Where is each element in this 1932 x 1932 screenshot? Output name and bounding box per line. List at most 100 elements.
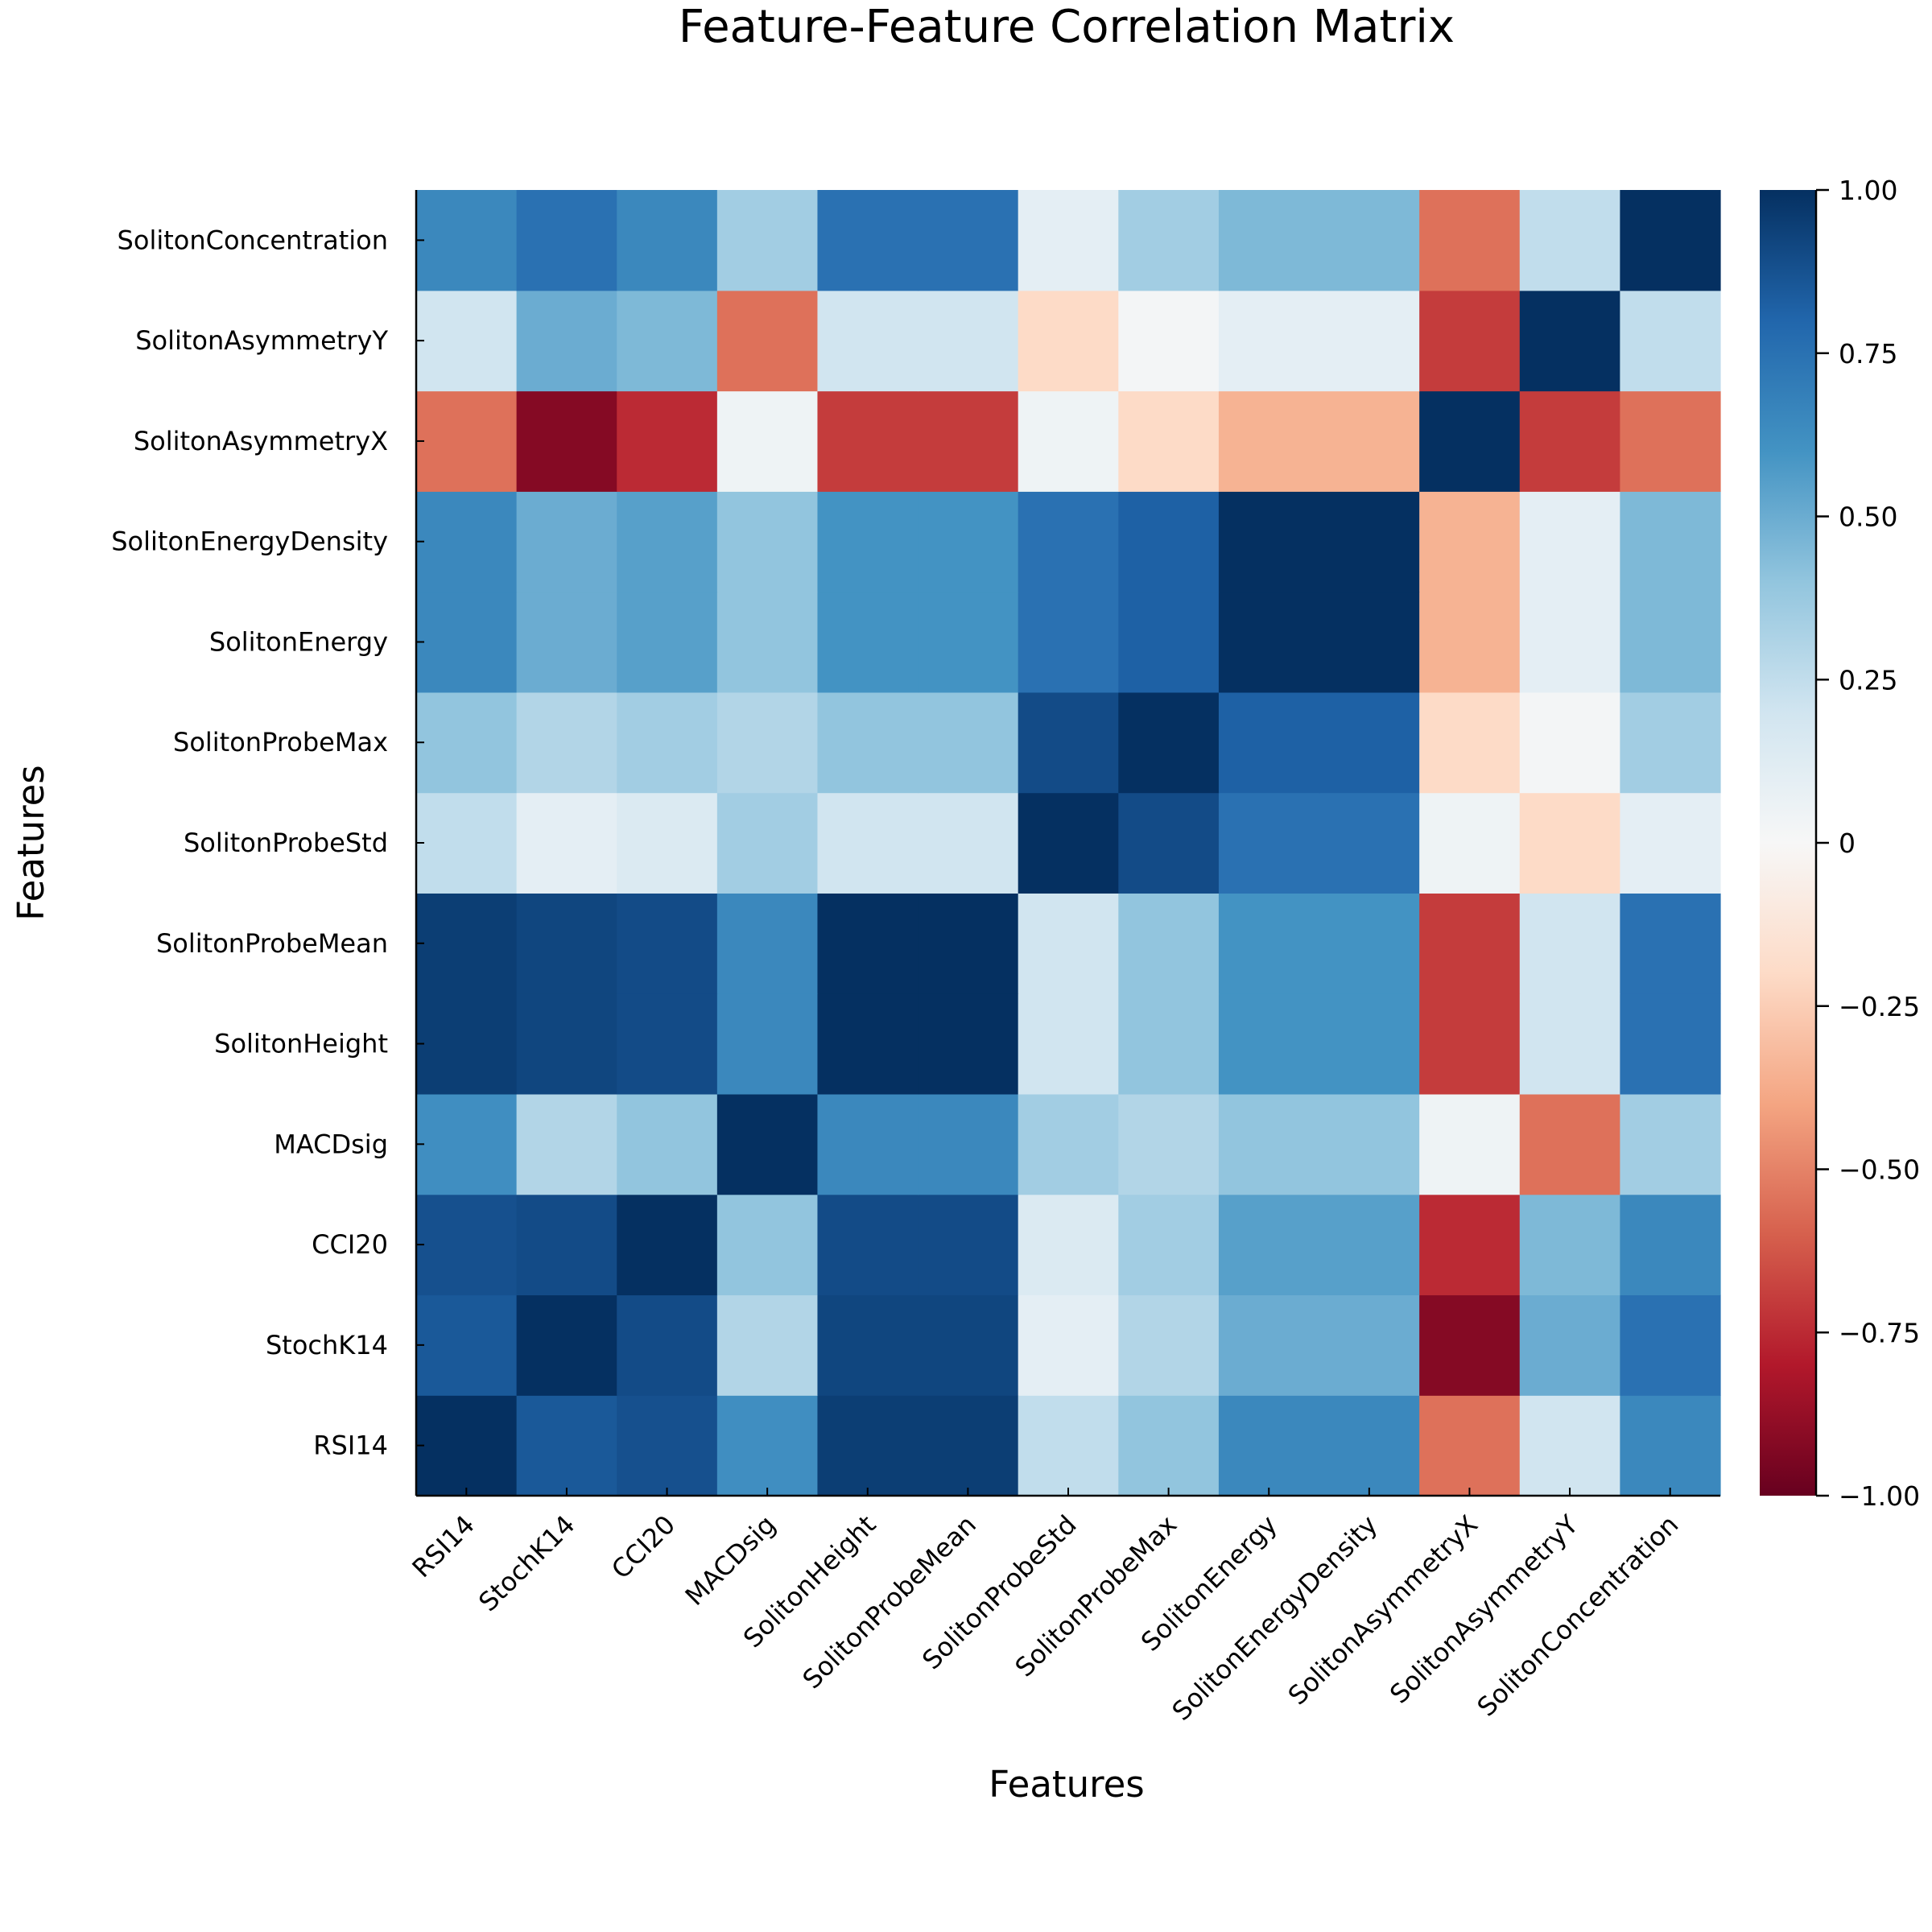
heatmap-cell-cci20-rsi14 xyxy=(416,1194,518,1296)
heatmap-cell-soliton-energy-stoch-k14 xyxy=(516,592,617,693)
heatmap-cell-soliton-asymmetry-y-rsi14 xyxy=(416,290,518,392)
heatmap-cell-cci20-soliton-probe-std xyxy=(1018,1194,1119,1296)
heatmap-cell-soliton-asymmetry-x-soliton-probe-max xyxy=(1118,390,1220,492)
heatmap-cell-soliton-probe-std-soliton-asymmetry-x xyxy=(1419,792,1521,894)
heatmap-cell-macdsig-macdsig xyxy=(716,1093,819,1195)
heatmap-cell-macdsig-soliton-probe-mean xyxy=(918,1093,1019,1195)
heatmap-cell-cci20-cci20 xyxy=(617,1194,718,1296)
heatmap-cell-stoch-k14-cci20 xyxy=(617,1294,718,1396)
heatmap-cell-soliton-concentration-cci20 xyxy=(617,190,718,291)
heatmap-cell-macdsig-rsi14 xyxy=(416,1093,518,1195)
heatmap-cell-rsi14-soliton-probe-max xyxy=(1118,1395,1220,1496)
heatmap-cell-macdsig-soliton-concentration xyxy=(1620,1093,1721,1195)
colorbar-tick-label: 0.50 xyxy=(1839,502,1897,533)
heatmap-cell-soliton-asymmetry-x-soliton-probe-mean xyxy=(918,390,1019,492)
heatmap-cell-soliton-probe-std-soliton-height xyxy=(817,792,919,894)
heatmap-cell-soliton-energy-soliton-probe-std xyxy=(1018,592,1119,693)
heatmap-cell-rsi14-macdsig xyxy=(716,1395,819,1496)
heatmap-cell-soliton-concentration-rsi14 xyxy=(416,190,518,291)
heatmap-cell-soliton-probe-std-soliton-concentration xyxy=(1620,792,1721,894)
heatmap-cell-soliton-probe-mean-soliton-energy-density xyxy=(1319,893,1420,994)
heatmap-cell-macdsig-soliton-energy xyxy=(1218,1093,1320,1195)
heatmap-cell-soliton-asymmetry-x-rsi14 xyxy=(416,390,518,492)
heatmap-cell-soliton-probe-mean-soliton-concentration xyxy=(1620,893,1721,994)
heatmap-cell-soliton-energy-density-soliton-probe-std xyxy=(1018,491,1119,592)
heatmap-cell-soliton-probe-max-soliton-asymmetry-y xyxy=(1519,691,1620,794)
heatmap-cell-cci20-soliton-concentration xyxy=(1620,1194,1721,1296)
heatmap-cell-stoch-k14-rsi14 xyxy=(416,1294,518,1396)
heatmap-cell-soliton-probe-mean-cci20 xyxy=(617,893,718,994)
heatmap-cell-stoch-k14-soliton-asymmetry-x xyxy=(1419,1294,1521,1396)
heatmap-cell-soliton-concentration-soliton-probe-max xyxy=(1118,190,1220,291)
heatmap-cell-cci20-soliton-probe-max xyxy=(1118,1194,1220,1296)
heatmap-cell-soliton-energy-density-rsi14 xyxy=(416,491,518,592)
heatmap-cell-soliton-energy-soliton-energy xyxy=(1218,592,1320,693)
heatmap-cell-rsi14-soliton-height xyxy=(817,1395,919,1496)
colorbar-gradient xyxy=(1760,190,1816,1496)
heatmap-cell-cci20-soliton-probe-mean xyxy=(918,1194,1019,1296)
heatmap-cell-soliton-asymmetry-y-soliton-probe-max xyxy=(1118,290,1220,392)
heatmap-cell-cci20-stoch-k14 xyxy=(516,1194,617,1296)
heatmap-cell-soliton-probe-std-soliton-probe-max xyxy=(1118,792,1220,894)
heatmap-cell-stoch-k14-soliton-probe-mean xyxy=(918,1294,1019,1396)
colorbar-tick-label: −0.75 xyxy=(1839,1317,1920,1348)
heatmap-cell-soliton-energy-soliton-asymmetry-y xyxy=(1519,592,1620,693)
heatmap-cell-soliton-probe-max-soliton-height xyxy=(817,691,919,794)
heatmap-cell-soliton-concentration-macdsig xyxy=(716,190,819,291)
heatmap-cell-soliton-asymmetry-x-soliton-height xyxy=(817,390,919,492)
heatmap-cell-soliton-height-soliton-asymmetry-x xyxy=(1419,993,1521,1095)
heatmap-cell-soliton-asymmetry-x-soliton-energy xyxy=(1218,390,1320,492)
heatmap-cell-rsi14-soliton-energy-density xyxy=(1319,1395,1420,1496)
heatmap-cell-soliton-asymmetry-x-soliton-asymmetry-x xyxy=(1419,390,1521,492)
heatmap-cell-soliton-asymmetry-y-soliton-probe-mean xyxy=(918,290,1019,392)
heatmap-cell-macdsig-soliton-asymmetry-y xyxy=(1519,1093,1620,1195)
heatmap-cell-stoch-k14-soliton-probe-max xyxy=(1118,1294,1220,1396)
heatmap-cell-soliton-probe-std-soliton-probe-mean xyxy=(918,792,1019,894)
heatmap-cell-soliton-height-cci20 xyxy=(617,993,718,1095)
x-tick-label: SolitonProbeMean xyxy=(797,1509,983,1695)
heatmap-cell-cci20-soliton-height xyxy=(817,1194,919,1296)
heatmap-cell-soliton-probe-max-soliton-probe-max xyxy=(1118,691,1220,794)
heatmap-cell-soliton-asymmetry-y-soliton-energy-density xyxy=(1319,290,1420,392)
heatmap-cell-soliton-probe-mean-macdsig xyxy=(716,893,819,994)
colorbar-tick-label: 0 xyxy=(1839,828,1856,859)
heatmap-cell-stoch-k14-soliton-energy xyxy=(1218,1294,1320,1396)
heatmap-cell-soliton-asymmetry-y-cci20 xyxy=(617,290,718,392)
y-tick-label: SolitonAsymmetryY xyxy=(135,325,388,356)
colorbar-tick-label: 0.25 xyxy=(1839,664,1897,696)
heatmap-cell-soliton-energy-rsi14 xyxy=(416,592,518,693)
heatmap-cell-soliton-height-soliton-energy xyxy=(1218,993,1320,1095)
heatmap-cell-soliton-probe-mean-soliton-probe-std xyxy=(1018,893,1119,994)
heatmap-cell-cci20-soliton-energy xyxy=(1218,1194,1320,1296)
heatmap-cell-soliton-probe-std-soliton-probe-std xyxy=(1018,792,1119,894)
heatmap-cell-soliton-probe-mean-rsi14 xyxy=(416,893,518,994)
heatmap-cell-soliton-probe-mean-soliton-probe-max xyxy=(1118,893,1220,994)
chart-title: Feature-Feature Correlation Matrix xyxy=(679,1,1455,53)
heatmap-cell-soliton-asymmetry-y-soliton-energy xyxy=(1218,290,1320,392)
heatmap-cell-soliton-asymmetry-x-soliton-probe-std xyxy=(1018,390,1119,492)
y-tick-label: SolitonConcentration xyxy=(118,225,388,255)
heatmap-cell-rsi14-stoch-k14 xyxy=(516,1395,617,1496)
colorbar-tick-label: −0.25 xyxy=(1839,991,1920,1022)
y-tick-label: SolitonProbeStd xyxy=(184,828,388,858)
heatmap-cell-soliton-concentration-soliton-asymmetry-y xyxy=(1519,190,1620,291)
heatmap-cell-soliton-asymmetry-y-soliton-probe-std xyxy=(1018,290,1119,392)
heatmap-cell-soliton-energy-cci20 xyxy=(617,592,718,693)
heatmap-cell-soliton-concentration-soliton-height xyxy=(817,190,919,291)
heatmap-cell-soliton-probe-max-stoch-k14 xyxy=(516,691,617,794)
heatmap-cell-soliton-energy-soliton-probe-max xyxy=(1118,592,1220,693)
heatmap-cell-rsi14-cci20 xyxy=(617,1395,718,1496)
heatmap-cell-macdsig-stoch-k14 xyxy=(516,1093,617,1195)
heatmap-cell-macdsig-cci20 xyxy=(617,1093,718,1195)
heatmap-cell-soliton-probe-std-stoch-k14 xyxy=(516,792,617,894)
heatmap-cell-soliton-energy-soliton-concentration xyxy=(1620,592,1721,693)
heatmap-cell-soliton-energy-soliton-height xyxy=(817,592,919,693)
heatmap-cell-soliton-probe-std-macdsig xyxy=(716,792,819,894)
heatmap-cell-soliton-asymmetry-x-macdsig xyxy=(716,390,819,492)
y-tick-label: RSI14 xyxy=(313,1430,388,1461)
y-tick-label: SolitonAsymmetryX xyxy=(134,426,388,456)
heatmap-cell-soliton-probe-max-soliton-probe-mean xyxy=(918,691,1019,794)
y-tick-label: MACDsig xyxy=(274,1129,388,1159)
colorbar-ticks: 1.00 0.75 0.50 0.25 0 −0.25 −0.50 −0.75 −1.00 xyxy=(1816,175,1920,1512)
colorbar-tick-label: 1.00 xyxy=(1839,175,1897,206)
